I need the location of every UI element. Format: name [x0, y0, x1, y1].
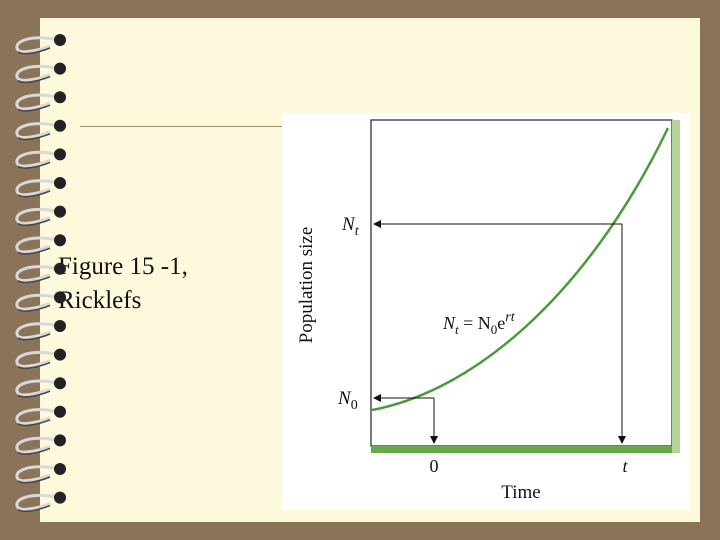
ring-shadow [17, 419, 51, 427]
ring-wire [15, 351, 59, 368]
x-tick: 0 [430, 456, 439, 476]
ring-shadow [17, 190, 51, 198]
n0-label: N0 [337, 388, 358, 413]
y-axis-label: Population size [296, 227, 317, 344]
eq-part: e [497, 313, 505, 333]
ring-shadow [17, 133, 51, 141]
symbol: N [337, 388, 352, 409]
ring-hole [54, 234, 66, 247]
ring-wire [15, 322, 59, 340]
ring-wire [15, 408, 59, 425]
caption: Figure 15 -1, Ricklefs [58, 250, 188, 318]
ring-shadow [17, 447, 51, 455]
ring-wire [15, 36, 59, 54]
ring-wire [15, 65, 59, 82]
ring-hole [54, 291, 66, 304]
eq-part: N [442, 313, 456, 333]
growth-curve [371, 127, 670, 412]
ring-shadow [17, 390, 51, 398]
subscript: t [355, 224, 360, 239]
ring-shadow [17, 161, 51, 169]
ring-wire [15, 150, 59, 168]
spiral-binding [15, 34, 66, 512]
ring-hole [54, 148, 66, 161]
ring-hole [54, 405, 66, 418]
eq-part: rt [505, 310, 515, 325]
ring-hole [54, 62, 66, 75]
ring-hole [54, 119, 66, 132]
x-axis-bar [371, 446, 672, 453]
x-tick: t [622, 456, 628, 476]
ring-hole [54, 262, 66, 275]
ring-shadow [17, 333, 51, 341]
ring-shadow [17, 75, 51, 83]
ring-wire [15, 265, 59, 282]
ring-shadow [17, 218, 51, 226]
ring-hole [54, 348, 66, 361]
ring-wire [15, 179, 59, 197]
ring-hole [54, 91, 66, 104]
caption-line: Ricklefs [58, 287, 142, 314]
ring-hole [54, 320, 66, 332]
right-bar [672, 120, 680, 453]
caption-line: Figure 15 -1, [58, 253, 188, 280]
ring-wire [15, 494, 59, 511]
ring-hole [54, 205, 66, 218]
ring-hole [54, 463, 66, 475]
ring-shadow [17, 304, 51, 312]
ring-wire [15, 236, 59, 254]
eq-part: t [455, 322, 459, 337]
ring-hole [54, 34, 66, 46]
ring-shadow [17, 476, 51, 484]
ring-wire [15, 208, 59, 225]
eq-part: 0 [491, 322, 498, 337]
symbol: N [341, 214, 356, 235]
ring-wire [15, 379, 59, 397]
ring-shadow [17, 47, 51, 55]
x-axis-label: Time [501, 482, 540, 503]
subscript: 0 [351, 398, 358, 413]
ring-shadow [17, 504, 51, 512]
ring-wire [15, 293, 59, 311]
ring-shadow [17, 247, 51, 255]
ring-shadow [17, 104, 51, 112]
ring-shadow [17, 276, 51, 284]
ring-shadow [17, 361, 51, 369]
eq-part: = N [459, 313, 491, 333]
ring-hole [54, 434, 66, 447]
ring-hole [54, 491, 66, 504]
equation: Nt = N0ert [442, 310, 516, 337]
ring-wire [15, 436, 59, 454]
nt-label: Nt [341, 214, 360, 239]
ring-hole [54, 377, 66, 390]
ring-hole [54, 177, 66, 189]
ring-wire [15, 122, 59, 139]
ring-wire [15, 465, 59, 483]
ring-wire [15, 93, 59, 111]
